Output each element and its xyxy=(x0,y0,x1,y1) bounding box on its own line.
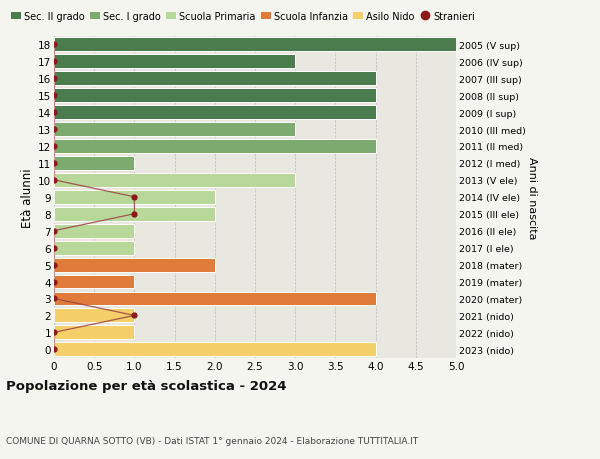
Bar xyxy=(54,123,295,137)
Bar xyxy=(54,207,215,221)
Bar xyxy=(54,190,215,204)
Bar xyxy=(54,38,456,52)
Bar xyxy=(54,342,376,357)
Bar xyxy=(54,157,134,170)
Bar xyxy=(54,106,376,120)
Bar xyxy=(54,140,376,154)
Y-axis label: Anni di nascita: Anni di nascita xyxy=(527,156,537,239)
Bar xyxy=(54,174,295,187)
Bar xyxy=(54,258,215,272)
Legend: Sec. II grado, Sec. I grado, Scuola Primaria, Scuola Infanzia, Asilo Nido, Stran: Sec. II grado, Sec. I grado, Scuola Prim… xyxy=(11,12,475,22)
Bar xyxy=(54,275,134,289)
Bar xyxy=(54,241,134,255)
Text: COMUNE DI QUARNA SOTTO (VB) - Dati ISTAT 1° gennaio 2024 - Elaborazione TUTTITAL: COMUNE DI QUARNA SOTTO (VB) - Dati ISTAT… xyxy=(6,436,418,445)
Y-axis label: Età alunni: Età alunni xyxy=(21,168,34,227)
Bar xyxy=(54,55,295,69)
Text: Popolazione per età scolastica - 2024: Popolazione per età scolastica - 2024 xyxy=(6,380,287,392)
Bar xyxy=(54,326,134,340)
Bar xyxy=(54,224,134,238)
Bar xyxy=(54,89,376,103)
Bar xyxy=(54,309,134,323)
Bar xyxy=(54,292,376,306)
Bar xyxy=(54,72,376,86)
